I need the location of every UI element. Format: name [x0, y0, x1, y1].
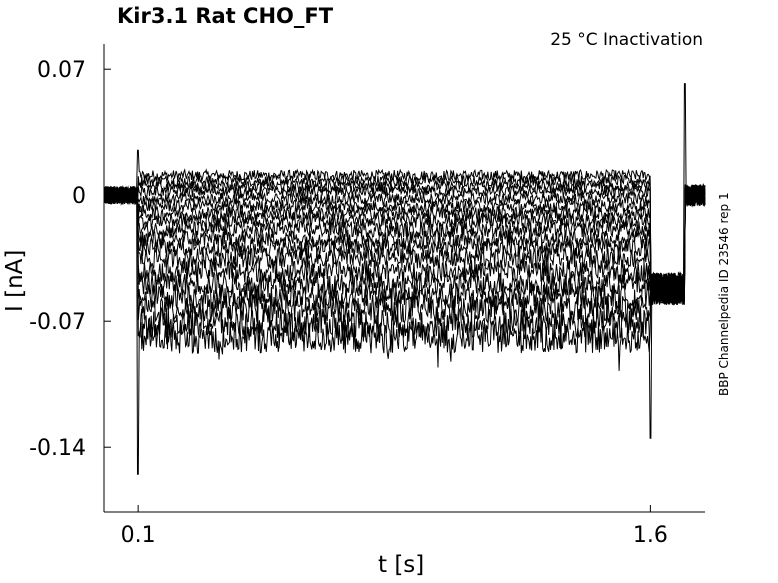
y-tick-label: -0.07 — [29, 310, 86, 335]
current-trace — [103, 178, 706, 305]
axes — [103, 44, 705, 513]
x-tick-label: 1.6 — [633, 523, 668, 548]
current-trace — [103, 184, 706, 305]
y-axis-label: I [nA] — [2, 249, 28, 312]
chart-subtitle: 25 °C Inactivation — [550, 30, 703, 50]
current-trace — [103, 184, 706, 439]
y-tick-label: -0.14 — [29, 436, 86, 461]
current-trace — [103, 184, 706, 305]
y-tick-label: 0.07 — [37, 58, 86, 83]
x-ticks: 0.1 1.6 — [121, 505, 668, 548]
channelpedia-id-label: BBP Channelpedia ID 23546 rep 1 — [717, 192, 731, 396]
current-trace — [103, 184, 706, 303]
current-trace — [103, 184, 706, 305]
current-trace — [103, 185, 706, 305]
current-trace — [103, 184, 706, 305]
current-trace — [103, 184, 706, 305]
current-trace — [103, 83, 706, 305]
x-tick-label: 0.1 — [121, 523, 156, 548]
current-trace — [103, 184, 706, 321]
x-axis-label: t [s] — [378, 552, 425, 578]
current-trace — [103, 185, 706, 305]
chart-title: Kir3.1 Rat CHO_FT — [117, 4, 334, 28]
current-traces — [103, 83, 706, 475]
current-trace — [103, 185, 706, 305]
y-tick-label: 0 — [72, 184, 86, 209]
current-trace — [103, 185, 706, 336]
current-trace — [103, 186, 706, 475]
y-ticks: 0.07 0 -0.07 -0.14 — [29, 58, 111, 461]
